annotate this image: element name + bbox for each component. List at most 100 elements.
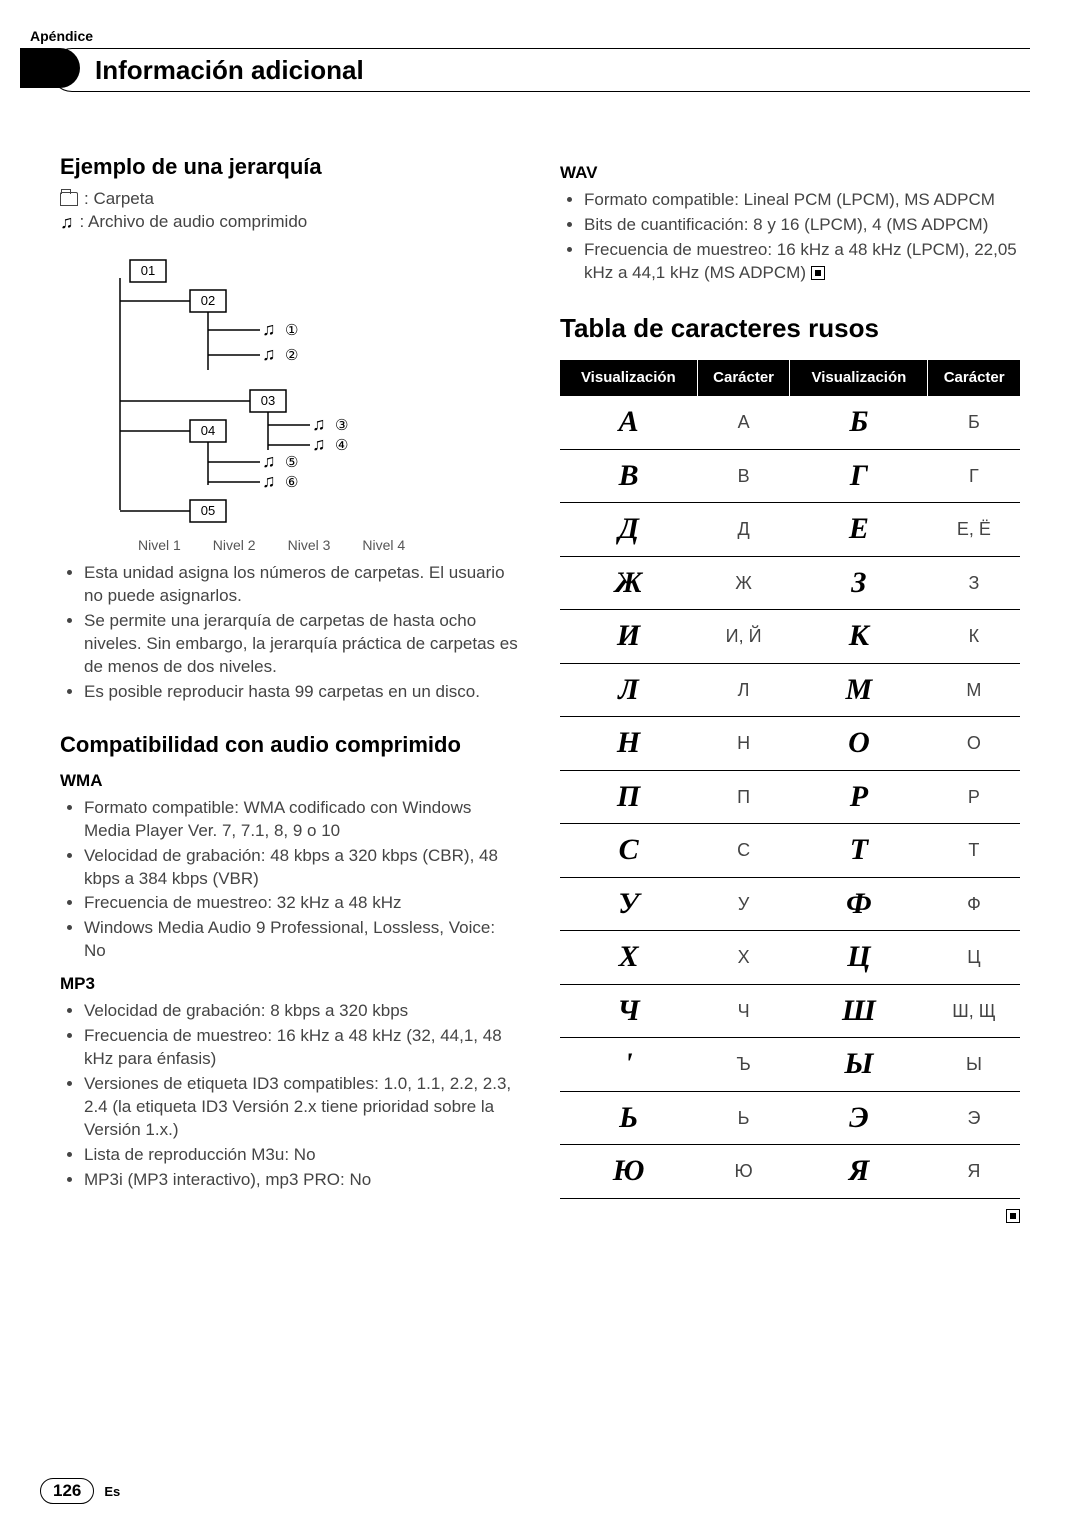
page-footer: 126 Es: [40, 1478, 120, 1504]
char-cell: У: [697, 877, 790, 931]
display-glyph: Ж: [560, 556, 697, 610]
char-cell: М: [928, 663, 1020, 717]
display-glyph: Р: [790, 770, 928, 824]
level-2: Nivel 2: [213, 536, 256, 555]
section-end-icon: [811, 266, 825, 280]
char-cell: Т: [928, 824, 1020, 878]
table-row: УУФФ: [560, 877, 1020, 931]
svg-text:01: 01: [141, 263, 155, 278]
char-cell: Ы: [928, 1038, 1020, 1092]
wav-list: Formato compatible: Lineal PCM (LPCM), M…: [560, 189, 1020, 285]
wma-heading: WMA: [60, 770, 520, 793]
char-cell: Ц: [928, 931, 1020, 985]
list-item: MP3i (MP3 interactivo), mp3 PRO: No: [84, 1169, 520, 1192]
wma-list: Formato compatible: WMA codificado con W…: [60, 797, 520, 964]
svg-text:⑤: ⑤: [285, 454, 298, 471]
mp3-list: Velocidad de grabación: 8 kbps a 320 kbp…: [60, 1000, 520, 1192]
display-glyph: Г: [790, 449, 928, 503]
char-cell: Ж: [697, 556, 790, 610]
display-glyph: Е: [790, 503, 928, 557]
char-cell: Н: [697, 717, 790, 771]
table-row: ППРР: [560, 770, 1020, 824]
display-glyph: Ц: [790, 931, 928, 985]
display-glyph: ʹ: [560, 1038, 697, 1092]
legend-audio: ♫ : Archivo de audio comprimido: [60, 211, 520, 234]
char-cell: Л: [697, 663, 790, 717]
svg-text:①: ①: [285, 322, 298, 339]
legend-folder: : Carpeta: [60, 188, 520, 211]
display-glyph: Т: [790, 824, 928, 878]
char-cell: С: [697, 824, 790, 878]
table-row: ʹЪЫЫ: [560, 1038, 1020, 1092]
section-header: Información adicional: [20, 48, 1030, 92]
page-language: Es: [104, 1484, 120, 1499]
display-glyph: Н: [560, 717, 697, 771]
table-row: ССТТ: [560, 824, 1020, 878]
char-cell: Я: [928, 1145, 1020, 1199]
right-column: WAV Formato compatible: Lineal PCM (LPCM…: [560, 152, 1020, 1227]
mp3-heading: MP3: [60, 973, 520, 996]
list-item: Bits de cuantificación: 8 y 16 (LPCM), 4…: [584, 214, 1020, 237]
display-glyph: Д: [560, 503, 697, 557]
display-glyph: С: [560, 824, 697, 878]
display-glyph: У: [560, 877, 697, 931]
char-cell: К: [928, 610, 1020, 664]
svg-text:05: 05: [201, 503, 215, 518]
level-3: Nivel 3: [288, 536, 331, 555]
table-row: ХХЦЦ: [560, 931, 1020, 985]
legend-audio-text: : Archivo de audio comprimido: [80, 211, 308, 234]
list-item: Formato compatible: WMA codificado con W…: [84, 797, 520, 843]
display-glyph: А: [560, 396, 697, 449]
char-cell: Д: [697, 503, 790, 557]
list-item: Lista de reproducción M3u: No: [84, 1144, 520, 1167]
music-note-icon: ♫: [60, 213, 74, 231]
display-glyph: Я: [790, 1145, 928, 1199]
display-glyph: П: [560, 770, 697, 824]
svg-text:♫: ♫: [262, 471, 276, 491]
char-cell: А: [697, 396, 790, 449]
table-row: ННОО: [560, 717, 1020, 771]
char-cell: О: [928, 717, 1020, 771]
list-item: Se permite una jerarquía de carpetas de …: [84, 610, 520, 679]
svg-text:♫: ♫: [312, 434, 326, 454]
wav-heading: WAV: [560, 162, 1020, 185]
display-glyph: Ю: [560, 1145, 697, 1199]
list-item: Esta unidad asigna los números de carpet…: [84, 562, 520, 608]
list-item: Windows Media Audio 9 Professional, Loss…: [84, 917, 520, 963]
list-item: Velocidad de grabación: 8 kbps a 320 kbp…: [84, 1000, 520, 1023]
svg-text:③: ③: [335, 417, 348, 434]
display-glyph: Ч: [560, 984, 697, 1038]
svg-text:②: ②: [285, 347, 298, 364]
svg-text:02: 02: [201, 293, 215, 308]
display-glyph: Ф: [790, 877, 928, 931]
display-glyph: К: [790, 610, 928, 664]
svg-text:♫: ♫: [262, 451, 276, 471]
table-row: ЖЖЗЗ: [560, 556, 1020, 610]
compat-heading: Compatibilidad con audio comprimido: [60, 730, 520, 760]
display-glyph: З: [790, 556, 928, 610]
folder-notes-list: Esta unidad asigna los números de carpet…: [60, 562, 520, 704]
table-row: ИИ, ЙКК: [560, 610, 1020, 664]
char-cell: Ф: [928, 877, 1020, 931]
left-column: Ejemplo de una jerarquía : Carpeta ♫ : A…: [60, 152, 520, 1227]
hierarchy-heading: Ejemplo de una jerarquía: [60, 152, 520, 182]
display-glyph: Х: [560, 931, 697, 985]
col-header: Carácter: [928, 360, 1020, 396]
table-row: ЬЬЭЭ: [560, 1091, 1020, 1145]
legend-folder-text: : Carpeta: [84, 188, 154, 211]
page-number: 126: [40, 1478, 94, 1504]
char-cell: Р: [928, 770, 1020, 824]
svg-text:♫: ♫: [312, 414, 326, 434]
list-item: Es posible reproducir hasta 99 carpetas …: [84, 681, 520, 704]
display-glyph: Э: [790, 1091, 928, 1145]
char-cell: Б: [928, 396, 1020, 449]
char-cell: З: [928, 556, 1020, 610]
display-glyph: О: [790, 717, 928, 771]
header-tab: [20, 48, 80, 88]
russian-char-table: Visualización Carácter Visualización Car…: [560, 360, 1020, 1199]
char-cell: Х: [697, 931, 790, 985]
display-glyph: М: [790, 663, 928, 717]
char-cell: Ч: [697, 984, 790, 1038]
table-row: ДДЕЕ, Ё: [560, 503, 1020, 557]
hierarchy-diagram: 01 02 03 04 05 ♫① ♫② ♫③ ♫④ ♫⑤ ♫⑥ Nivel 1…: [90, 250, 520, 555]
